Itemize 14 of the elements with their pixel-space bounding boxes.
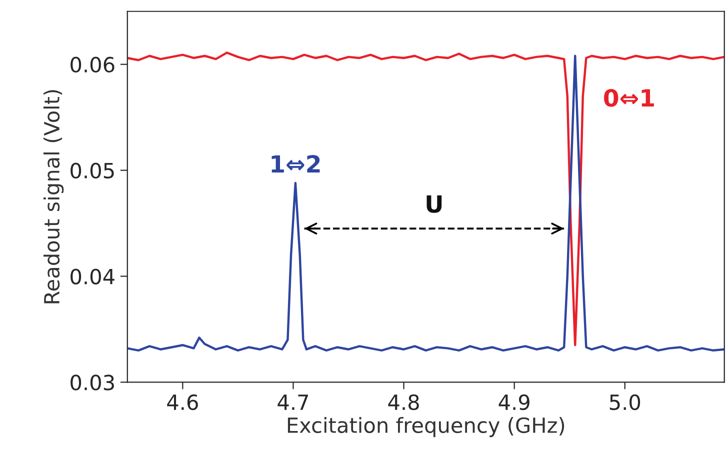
y-tick-label: 0.05 bbox=[70, 162, 114, 179]
annotation: 1⇔2 bbox=[272, 155, 320, 173]
y-tick-label: 0.04 bbox=[70, 268, 114, 284]
y-tick-label: 0.03 bbox=[70, 374, 114, 390]
x-tick-label: 4.7 bbox=[278, 394, 308, 410]
x-axis-title: Excitation frequency (GHz) bbox=[288, 416, 564, 438]
annotation: 0⇔1 bbox=[604, 88, 654, 107]
x-tick-label: 4.6 bbox=[167, 394, 198, 410]
y-axis-title: Readout signal (Volt) bbox=[43, 90, 64, 304]
x-tick-label: 4.8 bbox=[388, 394, 419, 410]
y-tick-label: 0.06 bbox=[70, 56, 114, 73]
x-tick-label: 4.9 bbox=[498, 394, 530, 410]
annotation: U bbox=[426, 195, 442, 213]
x-tick-label: 5.0 bbox=[610, 394, 640, 410]
